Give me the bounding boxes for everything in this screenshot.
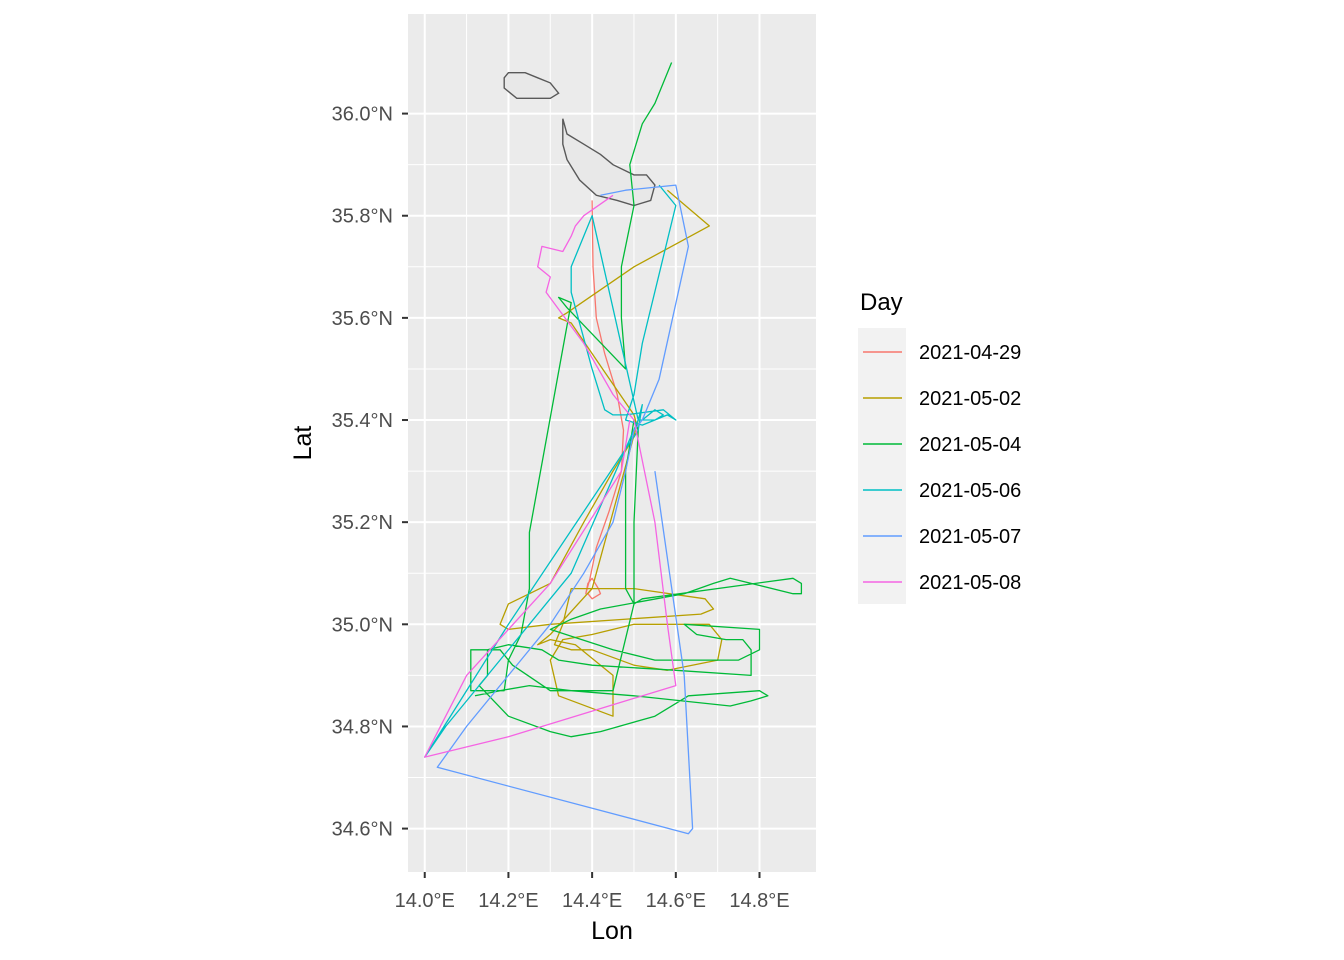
y-tick-label: 35.6°N: [332, 308, 393, 330]
series-line-2021-05-08: [424, 194, 677, 758]
land-polygon-gozo: [503, 72, 560, 99]
series-line-2021-05-04: [470, 62, 803, 738]
series-line-2021-05-06: [424, 184, 677, 758]
legend-key-background: [858, 328, 906, 604]
x-axis-ticks: 14.0°E 14.2°E 14.4°E 14.6°E 14.8°E: [395, 872, 790, 912]
legend-label: 2021-05-04: [919, 434, 1021, 456]
y-tick-label: 35.8°N: [332, 206, 393, 228]
x-tick-label: 14.8°E: [729, 890, 789, 912]
legend-label: 2021-05-06: [919, 480, 1021, 502]
y-axis-ticks: 34.6°N 34.8°N 35.0°N 35.2°N 35.4°N 35.6°N 35.8…: [332, 104, 408, 841]
track-lines: [424, 62, 803, 835]
legend-label: 2021-04-29: [919, 342, 1021, 364]
x-axis-title: Lon: [591, 917, 633, 945]
legend-title: Day: [860, 289, 903, 316]
y-tick-label: 35.4°N: [332, 410, 393, 432]
y-tick-label: 35.2°N: [332, 512, 393, 534]
legend-label: 2021-05-08: [919, 572, 1021, 594]
y-tick-label: 34.8°N: [332, 716, 393, 738]
legend-label: 2021-05-07: [919, 526, 1021, 548]
panel-background: [408, 14, 816, 872]
x-tick-label: 14.0°E: [395, 890, 455, 912]
y-tick-label: 34.6°N: [332, 819, 393, 841]
y-tick-label: 36.0°N: [332, 104, 393, 126]
x-tick-label: 14.2°E: [478, 890, 538, 912]
legend-label: 2021-05-02: [919, 388, 1021, 410]
x-tick-label: 14.4°E: [562, 890, 622, 912]
series-line-2021-04-29: [585, 200, 625, 600]
series-line-2021-05-07: [436, 184, 694, 835]
legend: Day 2021-04-29 2021-05-02 2021-05-04 2021-0…: [858, 289, 1021, 604]
y-axis-title: Lat: [289, 426, 317, 461]
x-tick-label: 14.6°E: [646, 890, 706, 912]
y-tick-label: 35.0°N: [332, 614, 393, 636]
